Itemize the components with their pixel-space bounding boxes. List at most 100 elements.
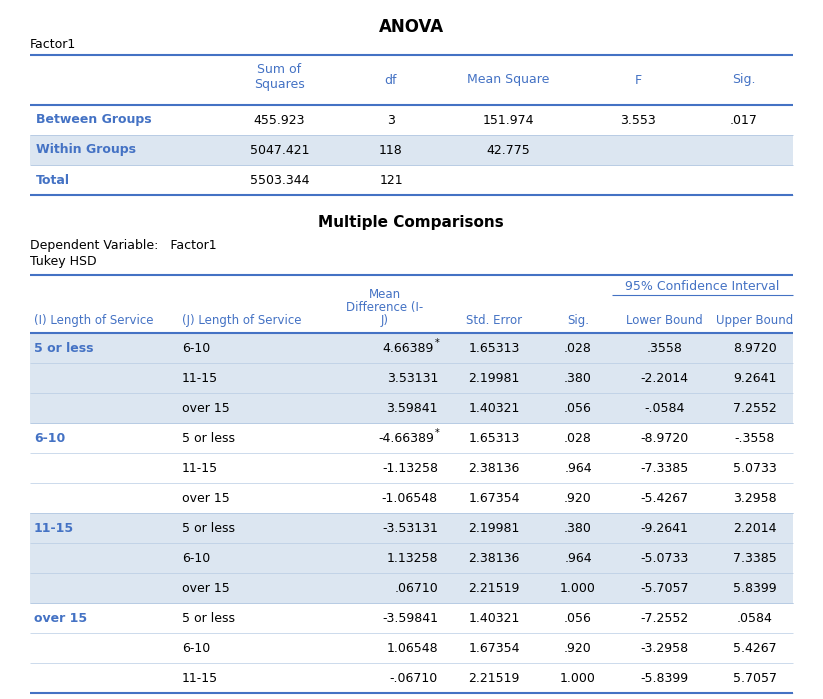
Text: 3: 3 [387, 113, 395, 127]
Text: 3.2958: 3.2958 [733, 491, 777, 505]
Text: .3558: .3558 [647, 342, 682, 354]
Text: 5.4267: 5.4267 [733, 642, 777, 654]
Text: Total: Total [36, 173, 70, 187]
Text: .920: .920 [564, 491, 592, 505]
Text: 5 or less: 5 or less [182, 612, 235, 624]
Text: -3.53131: -3.53131 [382, 521, 438, 535]
Text: Between Groups: Between Groups [36, 113, 151, 127]
Text: 2.19981: 2.19981 [468, 521, 519, 535]
Text: 42.775: 42.775 [486, 143, 530, 157]
Text: 5 or less: 5 or less [182, 521, 235, 535]
Text: F: F [635, 73, 642, 87]
Text: 5.7057: 5.7057 [733, 672, 777, 684]
Text: 1.000: 1.000 [560, 672, 596, 684]
Text: 3.553: 3.553 [620, 113, 656, 127]
Text: 1.40321: 1.40321 [468, 401, 519, 415]
Text: -9.2641: -9.2641 [640, 521, 688, 535]
Text: -4.66389: -4.66389 [378, 431, 434, 445]
Text: 11-15: 11-15 [182, 672, 218, 684]
Text: .028: .028 [564, 342, 592, 354]
Text: 3.59841: 3.59841 [387, 401, 438, 415]
Bar [30, 105, 793, 135]
Text: 1.13258: 1.13258 [387, 552, 438, 565]
Text: over 15: over 15 [182, 491, 230, 505]
Text: .964: .964 [565, 461, 592, 475]
Text: .0584: .0584 [737, 612, 773, 624]
Text: 5.0733: 5.0733 [733, 461, 777, 475]
Text: 1.06548: 1.06548 [386, 642, 438, 654]
Text: .056: .056 [564, 401, 592, 415]
Text: (J) Length of Service: (J) Length of Service [182, 314, 301, 327]
Text: Factor1: Factor1 [30, 38, 77, 51]
Text: 7.3385: 7.3385 [733, 552, 777, 565]
Text: -.06710: -.06710 [390, 672, 438, 684]
Bar [30, 573, 793, 603]
Text: Tukey HSD: Tukey HSD [30, 255, 96, 268]
Text: -5.0733: -5.0733 [640, 552, 689, 565]
Text: 2.38136: 2.38136 [468, 461, 519, 475]
Bar [30, 513, 793, 543]
Text: over 15: over 15 [182, 401, 230, 415]
Text: 1.000: 1.000 [560, 582, 596, 595]
Text: 11-15: 11-15 [182, 371, 218, 384]
Bar [30, 423, 793, 453]
Text: 1.67354: 1.67354 [468, 491, 520, 505]
Text: Difference (I-: Difference (I- [346, 301, 424, 314]
Text: 8.9720: 8.9720 [733, 342, 777, 354]
Bar [30, 663, 793, 693]
Text: 5 or less: 5 or less [34, 342, 94, 354]
Bar [30, 603, 793, 633]
Text: Dependent Variable:   Factor1: Dependent Variable: Factor1 [30, 239, 216, 252]
Text: 6-10: 6-10 [182, 642, 210, 654]
Text: -1.13258: -1.13258 [382, 461, 438, 475]
Text: 3.53131: 3.53131 [387, 371, 438, 384]
Text: 11-15: 11-15 [182, 461, 218, 475]
Text: 121: 121 [379, 173, 402, 187]
Text: ANOVA: ANOVA [379, 18, 444, 36]
Text: Sig.: Sig. [732, 73, 756, 87]
Text: .017: .017 [730, 113, 758, 127]
Text: -.0584: -.0584 [644, 401, 685, 415]
Text: 5503.344: 5503.344 [249, 173, 309, 187]
Text: over 15: over 15 [182, 582, 230, 595]
Text: .964: .964 [565, 552, 592, 565]
Text: .380: .380 [564, 521, 592, 535]
Bar [30, 483, 793, 513]
Text: 2.19981: 2.19981 [468, 371, 519, 384]
Text: -7.3385: -7.3385 [640, 461, 689, 475]
Text: Sum of: Sum of [258, 63, 301, 76]
Text: 2.2014: 2.2014 [733, 521, 777, 535]
Text: df: df [384, 73, 398, 87]
Bar [30, 633, 793, 663]
Bar [30, 543, 793, 573]
Bar [30, 363, 793, 393]
Bar [30, 333, 793, 363]
Text: Multiple Comparisons: Multiple Comparisons [319, 215, 504, 230]
Bar [30, 393, 793, 423]
Text: -.3558: -.3558 [735, 431, 775, 445]
Text: 2.21519: 2.21519 [468, 672, 519, 684]
Text: -5.4267: -5.4267 [640, 491, 689, 505]
Bar [30, 165, 793, 195]
Text: .920: .920 [564, 642, 592, 654]
Text: -5.8399: -5.8399 [640, 672, 689, 684]
Text: 1.65313: 1.65313 [468, 342, 519, 354]
Text: -3.2958: -3.2958 [640, 642, 689, 654]
Text: 151.974: 151.974 [482, 113, 534, 127]
Text: -7.2552: -7.2552 [640, 612, 689, 624]
Text: .056: .056 [564, 612, 592, 624]
Text: Mean: Mean [369, 288, 401, 301]
Text: -8.9720: -8.9720 [640, 431, 689, 445]
Text: 2.21519: 2.21519 [468, 582, 519, 595]
Text: 7.2552: 7.2552 [733, 401, 777, 415]
Text: 9.2641: 9.2641 [733, 371, 777, 384]
Text: -3.59841: -3.59841 [382, 612, 438, 624]
Text: .028: .028 [564, 431, 592, 445]
Text: over 15: over 15 [34, 612, 87, 624]
Text: Std. Error: Std. Error [466, 314, 522, 327]
Text: 118: 118 [379, 143, 403, 157]
Text: *: * [435, 428, 439, 438]
Text: 2.38136: 2.38136 [468, 552, 519, 565]
Text: -2.2014: -2.2014 [640, 371, 689, 384]
Text: 11-15: 11-15 [34, 521, 74, 535]
